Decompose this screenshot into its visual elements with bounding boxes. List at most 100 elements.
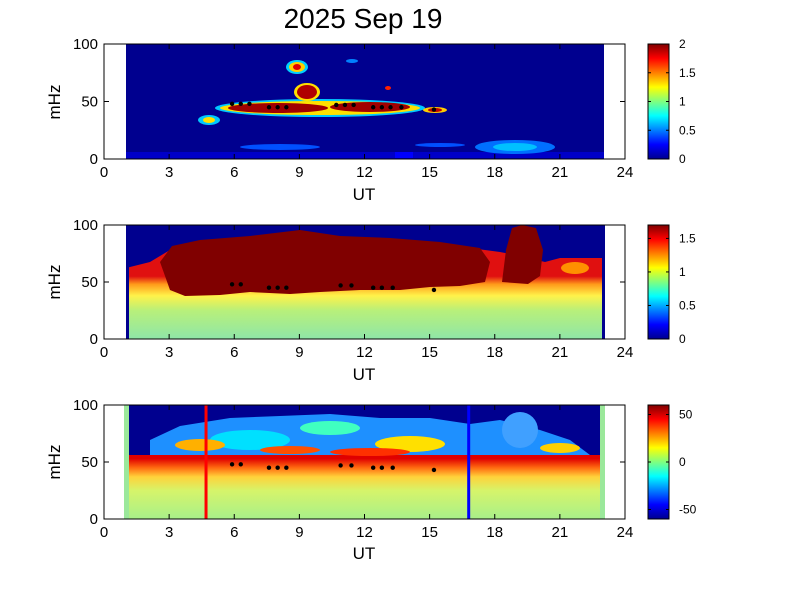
x-tick-label: 24	[617, 524, 634, 541]
middle-spectrogram-panel: 0 3 6 9 12 15 18 21 24 0 50 100 UT mHz 0 0.5 1 1.5	[45, 217, 696, 384]
peak-marker	[379, 105, 385, 110]
x-tick-label: 21	[552, 164, 569, 181]
peak-marker	[266, 105, 272, 110]
peak-marker	[342, 102, 348, 108]
x-tick-label: 0	[100, 524, 108, 541]
x-tick-label: 0	[100, 164, 108, 181]
y-axis-label: mHz	[45, 85, 64, 120]
middle-heatmap	[126, 225, 605, 339]
edge-strip	[124, 405, 129, 519]
x-axis-label: UT	[353, 544, 376, 563]
x-tick-label: 6	[230, 524, 238, 541]
x-tick-label: 9	[295, 344, 303, 361]
colorbar-tick-label: 0	[679, 332, 686, 346]
x-tick-label: 9	[295, 164, 303, 181]
peak-marker	[390, 465, 395, 470]
peak-marker	[229, 101, 235, 107]
x-axis-label: UT	[353, 365, 376, 384]
x-tick-label: 15	[421, 164, 438, 181]
peak-marker	[275, 105, 280, 110]
peak-marker	[399, 105, 404, 110]
peak-marker	[284, 105, 289, 110]
x-axis-label: UT	[353, 185, 376, 204]
peak-marker	[275, 465, 280, 470]
colorbar	[647, 404, 670, 520]
colorbar-tick-label: -50	[679, 503, 697, 517]
x-tick-label: 18	[486, 524, 503, 541]
peak-marker	[388, 105, 393, 110]
noise-patch	[210, 430, 290, 450]
noise-patch	[502, 412, 538, 448]
peak-marker	[284, 285, 289, 290]
colorbar-tick-label: 0	[679, 455, 686, 469]
power-spike	[502, 225, 543, 284]
colorbar-tick-label: 1	[679, 95, 686, 109]
y-tick-label: 0	[90, 511, 98, 528]
blob	[240, 144, 320, 150]
y-tick-label: 100	[73, 397, 98, 414]
noise-patch	[540, 443, 580, 453]
peak-marker	[266, 285, 272, 290]
peak-marker	[229, 282, 235, 287]
peak-marker	[238, 282, 243, 287]
x-tick-label: 3	[165, 344, 173, 361]
blob-60mhz	[297, 85, 317, 99]
y-axis-label: mHz	[45, 265, 64, 300]
x-tick-label: 9	[295, 524, 303, 541]
noise-patch	[260, 446, 320, 454]
colorbar-tick-label: 0.5	[679, 123, 696, 137]
y-tick-label: 0	[90, 151, 98, 168]
peak-marker	[370, 465, 376, 470]
top-markers	[229, 101, 437, 112]
x-tick-label: 3	[165, 524, 173, 541]
x-tick-label: 18	[486, 344, 503, 361]
y-axis-label: mHz	[45, 445, 64, 480]
peak-marker	[229, 462, 235, 467]
x-tick-label: 15	[421, 344, 438, 361]
colorbar-tick-label: 1.5	[679, 231, 696, 245]
peak-marker	[338, 463, 343, 468]
noise-patch	[300, 421, 360, 435]
peak-marker	[338, 283, 343, 288]
x-tick-label: 15	[421, 524, 438, 541]
top-heatmap	[126, 44, 604, 159]
peak-marker	[431, 107, 437, 112]
blob-33mhz	[203, 117, 215, 123]
peak-marker	[379, 465, 385, 470]
x-tick-label: 0	[100, 344, 108, 361]
low-patch	[395, 152, 413, 158]
peak-marker	[275, 285, 280, 290]
peak-marker	[390, 285, 395, 290]
x-tick-label: 12	[356, 164, 373, 181]
x-tick-label: 24	[617, 164, 634, 181]
x-tick-label: 18	[486, 164, 503, 181]
edge-strip	[602, 225, 605, 339]
y-tick-label: 50	[81, 454, 98, 471]
x-tick-label: 21	[552, 524, 569, 541]
peak-marker	[247, 101, 252, 107]
x-tick-label: 6	[230, 164, 238, 181]
figure-title: 2025 Sep 19	[284, 3, 443, 34]
top-spectrogram-panel: 0 3 6 9 12 15 18 21 24 0 50 100 UT mHz 0 0.5 1 1.5 2	[45, 36, 696, 204]
y-tick-label: 100	[73, 36, 98, 53]
y-tick-label: 50	[81, 274, 98, 291]
peak-marker	[431, 287, 437, 293]
blob	[415, 143, 465, 147]
peak-marker	[238, 101, 243, 107]
colorbar-tick-label: 2	[679, 37, 686, 51]
small-blob	[385, 86, 391, 90]
peak-marker	[349, 463, 354, 468]
blob	[493, 143, 537, 151]
colorbar-tick-label: 0.5	[679, 298, 696, 312]
bottom-heatmap	[124, 405, 605, 519]
middle-markers	[229, 282, 437, 293]
colorbar-tick-label: 50	[679, 408, 693, 422]
peak-marker	[431, 467, 437, 473]
y-tick-label: 0	[90, 331, 98, 348]
colorbar-tick-label: 0	[679, 152, 686, 166]
noise-patch	[175, 439, 225, 451]
band-core	[330, 102, 410, 112]
x-tick-label: 12	[356, 524, 373, 541]
peak-marker	[370, 285, 376, 290]
